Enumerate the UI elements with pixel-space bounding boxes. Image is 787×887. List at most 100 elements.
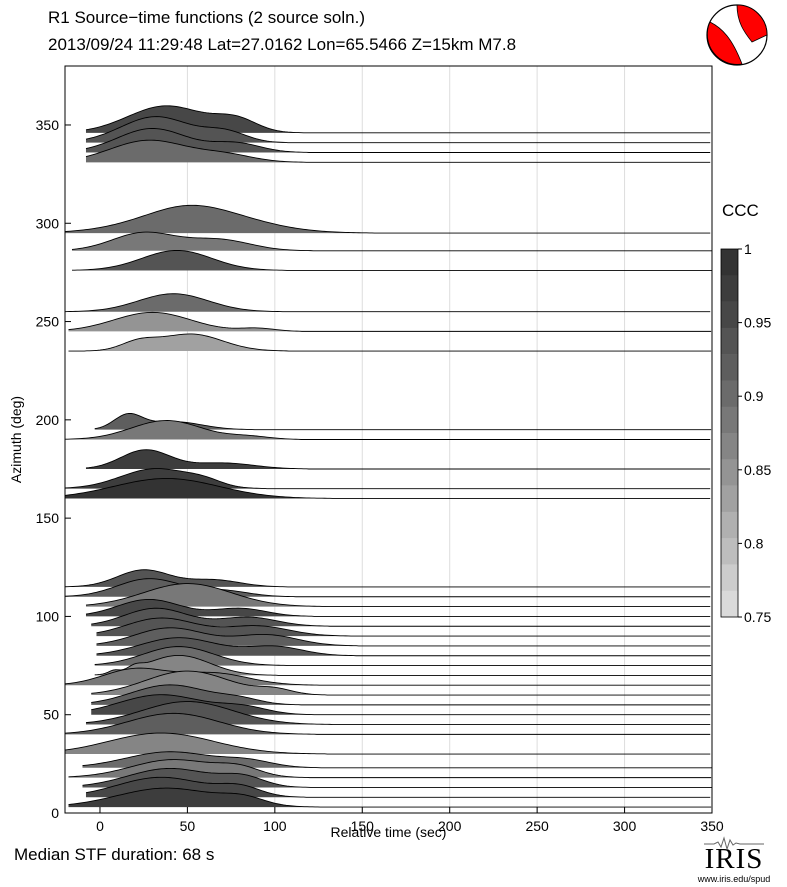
stf-trace-az-100	[85, 598, 711, 617]
iris-logo-text: IRIS	[704, 843, 764, 875]
stf-fill-az-13	[82, 768, 712, 788]
stf-trace-az-276	[71, 249, 712, 271]
median-duration-text: Median STF duration: 68 s	[14, 845, 215, 864]
x-tick-label-50: 50	[180, 818, 196, 834]
stf-trace-az-90	[96, 617, 711, 637]
colorbar-swatch	[721, 590, 738, 618]
stf-trace-az-85	[96, 627, 711, 647]
stf-fill-az-30	[65, 733, 712, 755]
stf-trace-az-8	[85, 776, 711, 798]
stf-fill-az-3	[68, 788, 712, 808]
colorbar-swatch	[721, 275, 738, 302]
stf-trace-az-80	[96, 637, 711, 657]
stf-fill-az-40	[65, 713, 712, 735]
stf-fill-az-60	[91, 671, 712, 696]
x-tick-label-300: 300	[613, 818, 637, 834]
stf-fill-az-23	[82, 751, 712, 768]
stf-trace-az-23	[82, 751, 712, 769]
stf-trace-az-60	[91, 670, 711, 696]
stf-trace-az-160	[64, 478, 711, 499]
stf-fill-az-80	[96, 637, 712, 656]
stf-trace-az-195	[94, 412, 712, 431]
colorbar-swatch	[721, 301, 738, 329]
stf-fill-az-85	[96, 627, 712, 646]
colorbar-tick-label-1: 1	[744, 241, 752, 257]
focal-mechanism-beachball-icon	[706, 4, 768, 66]
x-tick-label-350: 350	[700, 818, 724, 834]
stf-trace-az-105	[85, 583, 711, 608]
colorbar-tick-label-0.9: 0.9	[744, 388, 764, 404]
plot-frame	[64, 65, 713, 814]
stf-fill-az-55	[91, 684, 712, 705]
stf-trace-az-245	[68, 311, 712, 332]
colorbar-swatch	[721, 406, 738, 434]
y-tick-label-250: 250	[36, 314, 60, 330]
colorbar-swatch	[721, 433, 738, 460]
y-tick-label-150: 150	[36, 510, 60, 526]
stf-trace-az-115	[64, 569, 711, 588]
iris-url-link[interactable]: www.iris.edu/spud	[697, 874, 771, 884]
stf-trace-az-346	[85, 105, 711, 134]
x-tick-label-100: 100	[263, 818, 287, 834]
chart-title: R1 Source−time functions (2 source soln.…	[48, 8, 366, 27]
colorbar-swatch	[721, 249, 738, 276]
colorbar-swatch	[721, 459, 738, 486]
y-tick-label-100: 100	[36, 608, 60, 624]
colorbar-swatch	[721, 327, 738, 355]
x-axis-label: Relative time (sec)	[331, 824, 447, 840]
stf-trace-az-40	[64, 712, 711, 735]
stf-trace-az-341	[85, 116, 711, 144]
stf-trace-az-235	[68, 333, 712, 352]
stf-trace-az-30	[64, 732, 711, 755]
stf-trace-az-336	[85, 128, 711, 153]
colorbar-title: CCC	[722, 201, 759, 220]
iris-seismogram-logo-icon	[704, 836, 764, 850]
stf-trace-az-190	[64, 420, 711, 440]
stf-trace-az-286	[71, 231, 712, 252]
stf-trace-az-55	[91, 684, 711, 706]
stf-fill-az-295	[65, 205, 712, 234]
x-tick-label-250: 250	[525, 818, 549, 834]
iris-logo[interactable]: IRIS www.iris.edu/spud	[684, 834, 784, 887]
colorbar-swatch	[721, 485, 738, 513]
stf-trace-az-50	[91, 694, 711, 716]
x-tick-label-200: 200	[438, 818, 462, 834]
colorbar-swatch	[721, 564, 738, 592]
y-tick-label-350: 350	[36, 117, 60, 133]
stf-fill-az-341	[85, 116, 713, 143]
colorbar-tick-label-0.85: 0.85	[744, 462, 771, 478]
colorbar-swatch	[721, 511, 738, 539]
stf-fill-az-100	[85, 599, 713, 617]
chart-subtitle: 2013/09/24 11:29:48 Lat=27.0162 Lon=65.5…	[48, 35, 517, 54]
colorbar-swatch	[721, 538, 738, 565]
stf-trace-az-331	[85, 139, 711, 163]
colorbar-frame	[720, 248, 739, 618]
stf-fill-az-276	[71, 250, 713, 271]
stf-trace-az-255	[64, 293, 711, 313]
stf-trace-az-70	[94, 654, 712, 676]
colorbar-tick-label-0.75: 0.75	[744, 609, 771, 625]
stf-fill-az-245	[68, 312, 712, 332]
stf-trace-az-75	[94, 646, 712, 667]
colorbar-swatch	[721, 380, 738, 408]
stf-fill-az-105	[85, 583, 713, 607]
y-tick-label-0: 0	[51, 805, 59, 821]
stf-fill-az-50	[91, 694, 712, 715]
stf-fill-az-255	[65, 293, 712, 312]
y-axis-label: Azimuth (deg)	[8, 396, 24, 483]
x-tick-label-150: 150	[351, 818, 375, 834]
stf-fill-az-90	[96, 617, 712, 637]
stf-trace-az-165	[64, 468, 711, 490]
stf-fill-az-45	[85, 701, 713, 725]
stf-trace-az-110	[64, 578, 711, 598]
stf-fill-az-336	[85, 128, 713, 153]
stf-trace-az-295	[64, 204, 711, 234]
stf-fill-az-95	[91, 608, 712, 627]
stf-trace-az-45	[85, 701, 711, 725]
stf-trace-az-95	[91, 607, 711, 627]
stf-fill-az-115	[65, 569, 712, 587]
y-tick-label-50: 50	[43, 707, 59, 723]
stf-trace-az-3	[68, 787, 712, 808]
stf-fill-az-331	[85, 140, 713, 163]
stf-fill-az-160	[65, 478, 712, 499]
